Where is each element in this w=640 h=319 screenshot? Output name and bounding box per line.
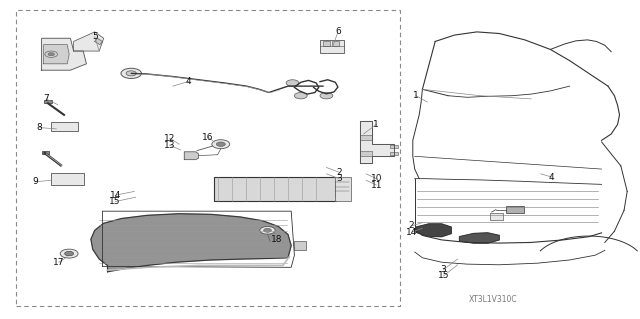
Circle shape <box>121 68 141 78</box>
Text: 10: 10 <box>371 174 382 183</box>
Text: 5: 5 <box>92 32 97 41</box>
Bar <box>44 100 52 103</box>
Polygon shape <box>360 121 394 163</box>
Circle shape <box>264 228 271 232</box>
Text: 17: 17 <box>53 258 65 267</box>
Polygon shape <box>42 38 86 70</box>
Text: 15: 15 <box>109 197 121 206</box>
Text: 14: 14 <box>406 228 417 237</box>
Text: 4: 4 <box>186 77 191 86</box>
Text: 15: 15 <box>438 271 449 280</box>
Polygon shape <box>91 214 291 272</box>
Bar <box>335 181 349 197</box>
Bar <box>390 145 398 148</box>
Circle shape <box>320 93 333 99</box>
Circle shape <box>286 80 299 86</box>
Text: 2: 2 <box>409 221 414 230</box>
Circle shape <box>45 51 58 57</box>
Circle shape <box>48 53 54 56</box>
Circle shape <box>260 226 275 234</box>
Text: 14: 14 <box>109 191 121 200</box>
Bar <box>490 213 503 220</box>
Circle shape <box>294 93 307 99</box>
Polygon shape <box>416 224 451 237</box>
Polygon shape <box>460 233 499 243</box>
Text: 1: 1 <box>413 91 419 100</box>
Circle shape <box>212 140 230 149</box>
Bar <box>335 177 351 201</box>
Polygon shape <box>95 38 102 45</box>
Bar <box>332 41 339 46</box>
Text: 16: 16 <box>202 133 214 142</box>
Bar <box>320 40 344 53</box>
Text: 1: 1 <box>374 120 379 129</box>
Bar <box>51 173 84 185</box>
Circle shape <box>126 71 136 76</box>
Text: 11: 11 <box>371 181 382 189</box>
Text: 6: 6 <box>335 27 340 36</box>
Text: 18: 18 <box>271 235 282 244</box>
Circle shape <box>65 251 74 256</box>
Circle shape <box>216 142 225 146</box>
Text: 12: 12 <box>164 134 175 143</box>
Bar <box>390 152 398 155</box>
Text: 13: 13 <box>164 141 175 150</box>
Text: 9: 9 <box>33 177 38 186</box>
Polygon shape <box>184 152 198 160</box>
Text: 4: 4 <box>549 173 554 182</box>
Text: 2: 2 <box>337 168 342 177</box>
Bar <box>294 241 306 250</box>
Text: 7: 7 <box>44 94 49 103</box>
Bar <box>214 177 336 201</box>
Bar <box>51 122 78 131</box>
Bar <box>360 151 372 156</box>
Polygon shape <box>44 45 69 64</box>
Bar <box>360 135 372 140</box>
Bar <box>42 151 49 154</box>
Bar <box>323 41 330 46</box>
Bar <box>506 206 524 213</box>
Polygon shape <box>74 32 104 51</box>
Circle shape <box>60 249 78 258</box>
Text: 3: 3 <box>337 174 342 183</box>
Text: XT3L1V310C: XT3L1V310C <box>468 295 517 304</box>
Text: 8: 8 <box>37 123 42 132</box>
Text: 3: 3 <box>441 265 446 274</box>
Bar <box>16 10 400 306</box>
